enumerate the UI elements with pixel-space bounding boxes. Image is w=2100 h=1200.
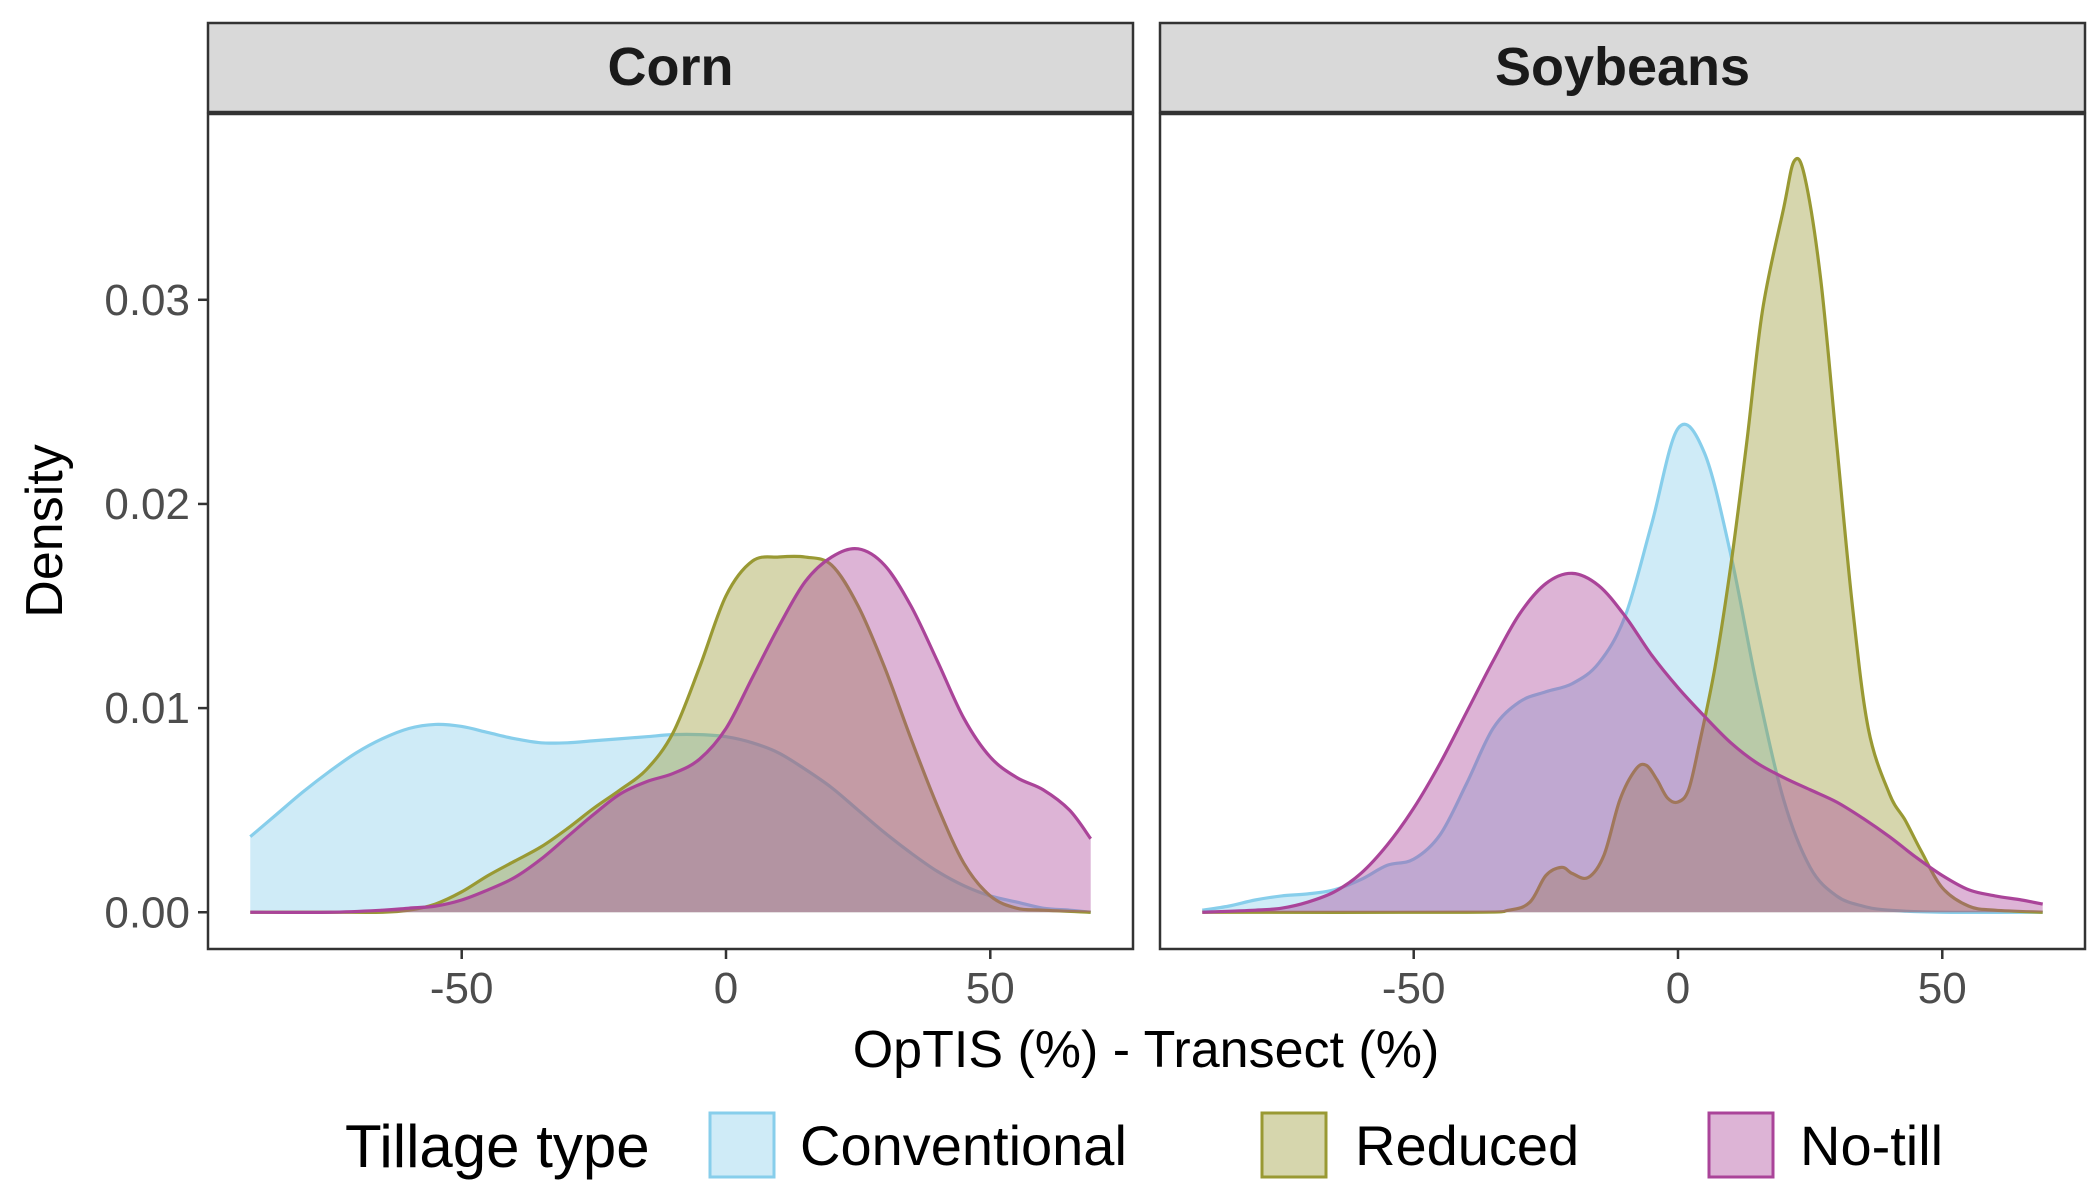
x-tick-label: -50 bbox=[1382, 964, 1446, 1013]
x-axis-soybeans: -50 0 50 bbox=[1382, 949, 1967, 1013]
density-area-conventional-soybeans bbox=[1202, 424, 2043, 913]
legend-key-conventional bbox=[708, 1111, 776, 1179]
plot-area-corn bbox=[249, 546, 1093, 915]
x-axis-title: OpTIS (%) - Transect (%) bbox=[853, 1021, 1440, 1079]
legend-label-no-till: No-till bbox=[1800, 1114, 1943, 1177]
x-tick-label: 0 bbox=[714, 964, 738, 1013]
panel-border-corn bbox=[206, 112, 1135, 951]
density-line-reduced-corn bbox=[250, 554, 1091, 914]
y-tick-label: 0.00 bbox=[104, 888, 190, 937]
x-tick-label: 50 bbox=[966, 964, 1015, 1013]
panel-border-soybeans bbox=[1158, 112, 2087, 951]
facet-strip-soybeans bbox=[1158, 21, 2087, 114]
facet-title-corn: Corn bbox=[608, 37, 734, 97]
y-tick-label: 0.02 bbox=[104, 480, 190, 529]
density-line-reduced-soybeans bbox=[1202, 156, 2043, 915]
legend-label-conventional: Conventional bbox=[800, 1114, 1127, 1177]
density-area-conventional-corn bbox=[250, 724, 1091, 913]
legend-title: Tillage type bbox=[345, 1113, 650, 1180]
y-axis-title: Density bbox=[16, 444, 74, 617]
y-tick-label: 0.01 bbox=[104, 684, 190, 733]
x-tick-label: -50 bbox=[430, 964, 494, 1013]
density-area-no-till-corn bbox=[250, 548, 1091, 913]
facet-panel-corn: Corn bbox=[206, 21, 1135, 951]
density-line-no-till-soybeans bbox=[1202, 571, 2044, 914]
legend-item-no-till: No-till bbox=[1707, 1111, 1943, 1179]
x-axis-corn: -50 0 50 bbox=[430, 949, 1015, 1013]
density-line-no-till-corn bbox=[250, 546, 1093, 915]
legend-key-no-till bbox=[1707, 1111, 1775, 1179]
density-area-no-till-soybeans bbox=[1202, 573, 2043, 913]
legend-item-reduced: Reduced bbox=[1260, 1111, 1579, 1179]
density-area-reduced-corn bbox=[250, 556, 1091, 913]
x-tick-label: 50 bbox=[1918, 964, 1967, 1013]
facet-title-soybeans: Soybeans bbox=[1495, 37, 1750, 97]
legend-item-conventional: Conventional bbox=[708, 1111, 1127, 1179]
density-line-conventional-soybeans bbox=[1202, 422, 2043, 915]
y-tick-label: 0.03 bbox=[104, 276, 190, 325]
legend: Tillage type Conventional Reduced No-til… bbox=[345, 1111, 1943, 1180]
x-tick-label: 0 bbox=[1666, 964, 1690, 1013]
plot-area-soybeans bbox=[1202, 156, 2044, 915]
y-axis: 0.00 0.01 0.02 0.03 bbox=[104, 276, 208, 937]
legend-key-reduced bbox=[1260, 1111, 1328, 1179]
facet-panel-soybeans: Soybeans bbox=[1158, 21, 2087, 951]
legend-label-reduced: Reduced bbox=[1355, 1114, 1579, 1177]
density-area-reduced-soybeans bbox=[1202, 158, 2043, 913]
facet-strip-corn bbox=[206, 21, 1135, 114]
